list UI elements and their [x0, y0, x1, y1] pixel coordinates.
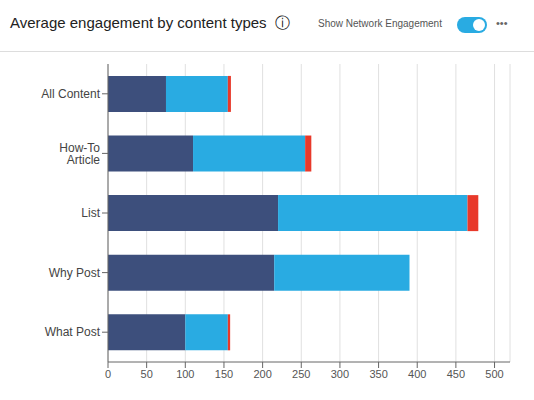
svg-text:List: List: [81, 206, 100, 220]
svg-text:Why Post: Why Post: [49, 266, 101, 280]
html-text:Show Network Engagement: Show Network Engagement: [318, 18, 442, 29]
svg-text:50: 50: [141, 368, 153, 380]
svg-text:250: 250: [292, 368, 310, 380]
html-text:Average engagement by content: Average engagement by content types ⓘ: [10, 14, 290, 31]
svg-text:200: 200: [253, 368, 271, 380]
svg-text:How-ToArticle: How-ToArticle: [59, 141, 100, 167]
svg-text:350: 350: [369, 368, 387, 380]
svg-text:100: 100: [176, 368, 194, 380]
svg-text:500: 500: [485, 368, 503, 380]
svg-text:What Post: What Post: [45, 325, 101, 339]
svg-text:150: 150: [215, 368, 233, 380]
svg-text:0: 0: [105, 368, 111, 380]
svg-text:All Content: All Content: [41, 87, 100, 101]
svg-text:300: 300: [331, 368, 349, 380]
svg-text:400: 400: [408, 368, 426, 380]
svg-text:450: 450: [447, 368, 465, 380]
